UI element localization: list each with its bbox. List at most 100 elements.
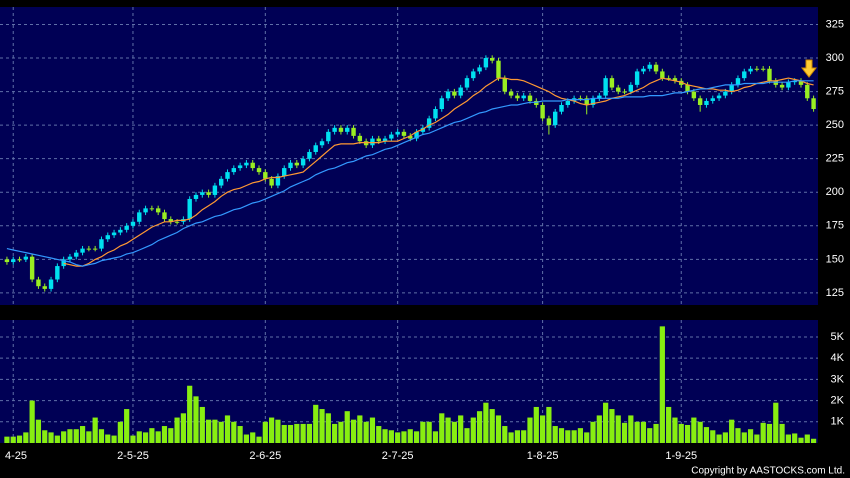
candle-body	[256, 168, 262, 173]
candle-body	[483, 58, 489, 68]
volume-bar	[489, 409, 495, 443]
volume-bar	[98, 429, 105, 443]
volume-bar	[653, 423, 659, 443]
volume-bar	[476, 411, 483, 443]
candle-body	[345, 127, 350, 132]
candle-body	[99, 239, 104, 249]
candle-body	[553, 111, 558, 126]
volume-bar	[590, 421, 596, 443]
candle-body	[187, 198, 192, 220]
candle-body	[546, 118, 552, 126]
candle-body	[105, 235, 110, 240]
candle-body	[464, 78, 470, 88]
volume-bar	[634, 421, 640, 443]
volume-bar	[741, 432, 747, 443]
volume-bar	[155, 431, 161, 443]
candle-body	[710, 98, 715, 101]
x-tick-label: 1-9-25	[665, 450, 697, 462]
volume-bar	[395, 432, 401, 443]
candle-body	[792, 80, 797, 83]
volume-bar	[10, 436, 16, 443]
volume-bar	[243, 434, 250, 443]
volume-bar	[565, 430, 571, 443]
candle-body	[244, 162, 249, 166]
candle-body	[149, 208, 155, 210]
volume-bar	[256, 436, 262, 443]
candle-body	[86, 248, 92, 250]
volume-bar	[262, 421, 268, 443]
volume-bar	[558, 428, 565, 443]
volume-bar	[376, 426, 382, 443]
candle-body	[300, 158, 306, 166]
candle-body	[414, 131, 419, 139]
candle-body	[225, 172, 230, 179]
candle-body	[609, 78, 615, 88]
candle-body	[565, 100, 571, 105]
volume-bar	[401, 431, 407, 443]
candle-body	[351, 127, 356, 136]
candle-body	[36, 279, 41, 287]
volume-bar	[79, 426, 86, 443]
volume-bar	[672, 417, 678, 443]
candle-body	[29, 256, 35, 280]
volume-bar	[546, 406, 552, 443]
volume-bar	[407, 429, 413, 443]
candle-body	[174, 221, 180, 223]
volume-bar	[149, 428, 155, 443]
candle-body	[691, 91, 697, 99]
volume-bar	[300, 423, 306, 443]
volume-bar	[42, 430, 48, 443]
candle-body	[92, 248, 98, 250]
candle-body	[55, 266, 60, 280]
candle-body	[313, 145, 318, 152]
volume-bar	[773, 402, 779, 443]
candle-body	[11, 259, 16, 263]
candle-body	[275, 176, 281, 186]
volume-bar	[766, 423, 773, 443]
volume-bar	[458, 415, 464, 443]
candle-body	[496, 60, 501, 79]
candle-body	[143, 208, 148, 213]
volume-bar	[369, 417, 376, 443]
volume-bar	[237, 426, 243, 443]
candle-body	[48, 279, 54, 289]
copyright: Copyright by AASTOCKS.com Ltd.	[691, 466, 845, 477]
x-tick-label: 2-5-25	[117, 450, 149, 462]
candle-body	[559, 104, 564, 112]
volume-bar	[420, 421, 426, 443]
volume-bar	[502, 426, 508, 443]
volume-bar	[224, 415, 231, 443]
candle-body	[17, 259, 22, 261]
moving-average-line	[6, 80, 814, 267]
candle-body	[263, 172, 268, 179]
volume-bar	[54, 435, 60, 443]
candle-body	[502, 78, 507, 92]
volume-bar	[666, 406, 672, 443]
volume-bar	[180, 413, 186, 443]
volume-bar	[798, 437, 804, 443]
candle-body	[716, 95, 722, 99]
candle-body	[641, 68, 646, 72]
candle-body	[540, 104, 545, 119]
volume-bar	[16, 435, 23, 443]
y-tick-label: 1K	[831, 416, 845, 428]
volume-bar	[722, 432, 728, 443]
candle-body	[779, 84, 785, 88]
volume-bar	[294, 423, 300, 443]
volume-bar	[218, 421, 224, 443]
y-tick-label: 275	[826, 85, 844, 97]
volume-bar	[703, 427, 710, 443]
volume-bar	[161, 426, 168, 443]
x-tick-label: 2-6-25	[249, 450, 281, 462]
y-tick-label: 2K	[831, 394, 845, 406]
volume-bar	[508, 432, 514, 443]
volume-bar	[603, 402, 609, 443]
candle-body	[685, 84, 690, 92]
candle-body	[697, 98, 703, 105]
candle-body	[439, 98, 444, 110]
volume-bar	[785, 434, 791, 443]
volume-bar	[344, 411, 350, 443]
volume-bar	[464, 428, 470, 443]
volume-bar	[86, 431, 92, 443]
